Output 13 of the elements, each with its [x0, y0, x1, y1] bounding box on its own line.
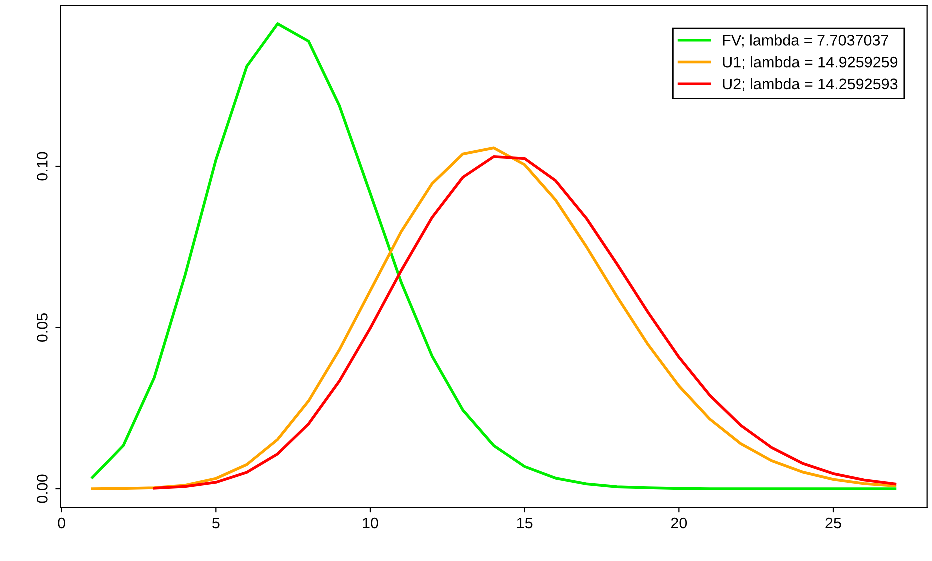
x-tick-label: 25	[826, 518, 842, 529]
y-tick-label: 0.00	[37, 474, 48, 504]
y-tick-label: 0.10	[37, 152, 48, 181]
x-tick-label: 15	[517, 518, 533, 529]
line-series	[91, 22, 897, 490]
y-tick-label: 0.05	[37, 314, 48, 342]
x-tick-label: 5	[212, 518, 220, 529]
x-tick-label: 0	[58, 518, 66, 529]
x-tick-label: 10	[363, 518, 378, 529]
legend-label: U1; lambda = 14.9259259	[723, 56, 898, 70]
legend-label: FV; lambda = 7.7037037	[723, 34, 888, 48]
x-tick-label: 20	[671, 518, 688, 529]
legend-label: U2; lambda = 14.2592593	[723, 78, 898, 92]
